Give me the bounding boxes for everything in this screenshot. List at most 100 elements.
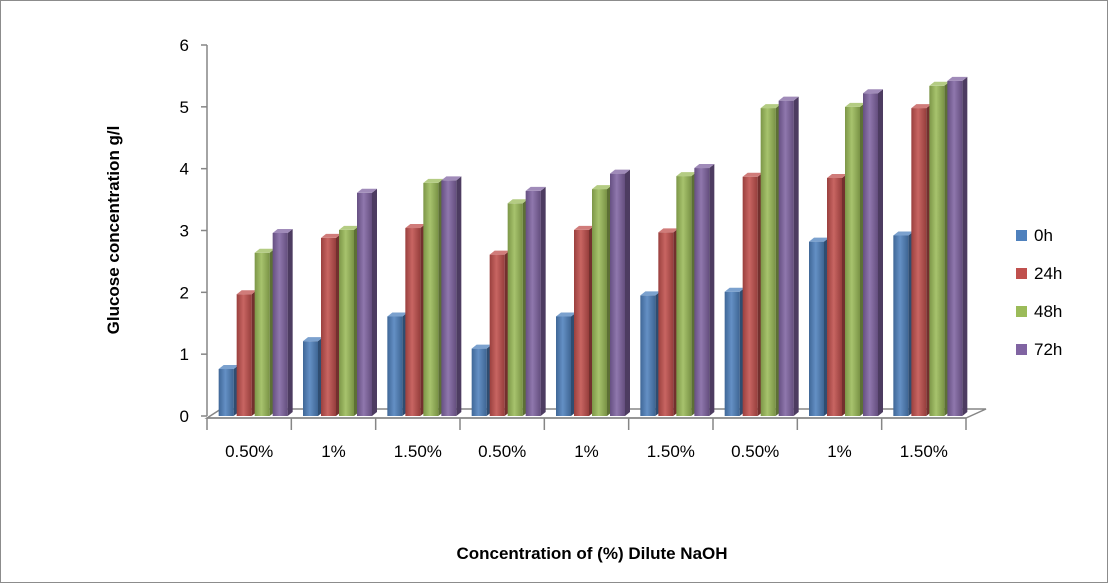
bar-front (911, 108, 927, 416)
bar-top (911, 104, 932, 109)
bar-front (423, 182, 439, 416)
bar-72h-6 (694, 164, 715, 416)
bar-side (878, 89, 883, 416)
y-tick-label: 0 (180, 407, 189, 426)
bar-front (525, 190, 541, 416)
bar-side (793, 96, 799, 417)
bar-top (471, 344, 492, 349)
y-tick-label: 2 (180, 283, 189, 302)
x-axis-title: Concentration of (%) Dilute NaOH (456, 544, 727, 563)
bar-72h-3 (441, 176, 462, 416)
bar-72h-7 (778, 96, 799, 417)
bar-front (236, 294, 252, 416)
bar-front (760, 108, 776, 416)
bar-24h-5 (574, 225, 594, 416)
bar-front (574, 229, 589, 416)
bar-front (321, 237, 336, 416)
bar-front (357, 192, 372, 416)
x-tick-label: 1% (321, 442, 346, 461)
y-tick-label: 4 (180, 160, 189, 179)
bar-front (254, 252, 270, 416)
bar-top (827, 173, 847, 178)
bar-front (827, 177, 842, 416)
bar-front (556, 316, 571, 416)
bar-side (372, 188, 377, 416)
bar-48h-1 (254, 248, 275, 416)
legend: 0h 24h 48h 72h (1016, 226, 1062, 359)
bar-72h-8 (863, 89, 883, 416)
x-tick-label: 1% (574, 442, 599, 461)
bar-top (778, 96, 799, 101)
bar-0h-1 (218, 365, 239, 416)
y-tick-label: 6 (180, 36, 189, 55)
bar-front (387, 316, 403, 416)
bar-0h-8 (809, 237, 829, 416)
bar-24h-1 (236, 290, 257, 416)
y-tick-label: 1 (180, 345, 189, 364)
legend-item-0h: 0h (1016, 226, 1053, 245)
x-tick-label: 0.50% (225, 442, 273, 461)
bar-0h-5 (556, 312, 576, 416)
bar-0h-4 (471, 344, 492, 416)
labels: 0 1 2 3 4 5 6 0.50% 1% 1.50% 0.50% 1% 1.50% 0.50% 1% 1.… (104, 36, 948, 563)
bar-top (339, 225, 359, 230)
bars (218, 76, 968, 417)
bar-front (676, 176, 692, 416)
bar-front (947, 80, 963, 416)
bar-top (525, 186, 546, 191)
bar-top (724, 287, 745, 292)
bar-top (303, 337, 323, 342)
bar-top (218, 365, 239, 370)
bar-front (893, 235, 909, 416)
bar-48h-8 (845, 102, 865, 416)
bar-24h-6 (658, 228, 679, 416)
bar-side (540, 186, 546, 416)
bar-top (947, 76, 968, 81)
bar-0h-6 (640, 291, 661, 416)
bar-0h-9 (893, 231, 914, 416)
x-tick-label: 1% (827, 442, 852, 461)
bar-72h-1 (272, 228, 293, 416)
bar-front (592, 189, 607, 416)
bar-72h-5 (610, 169, 630, 416)
bar-top (658, 228, 679, 233)
bar-top (610, 169, 630, 174)
legend-label: 0h (1034, 226, 1053, 245)
bar-top (809, 237, 829, 242)
x-tick-label: 1.50% (900, 442, 948, 461)
bar-front (658, 232, 674, 416)
bar-front (640, 295, 656, 416)
bar-top (423, 178, 444, 183)
bar-front (742, 176, 758, 416)
bar-top (592, 185, 612, 190)
bar-48h-2 (339, 225, 359, 416)
bar-front (441, 180, 457, 416)
bar-top (574, 225, 594, 230)
bar-24h-4 (489, 250, 510, 416)
bar-front (471, 348, 487, 416)
bar-front (809, 241, 824, 416)
legend-label: 24h (1034, 264, 1062, 283)
bar-24h-8 (827, 173, 847, 416)
bar-top (387, 312, 408, 317)
bar-48h-3 (423, 178, 444, 416)
bar-top (863, 89, 883, 94)
bar-top (254, 248, 275, 253)
legend-item-24h: 24h (1016, 264, 1062, 283)
bar-top (236, 290, 257, 295)
bar-front (272, 232, 288, 416)
bar-front (845, 106, 860, 416)
bar-24h-9 (911, 104, 932, 416)
legend-swatch (1016, 306, 1027, 317)
bar-front (303, 341, 318, 416)
bar-72h-2 (357, 188, 377, 416)
bar-front (778, 100, 794, 417)
bar-top (405, 224, 426, 229)
legend-swatch (1016, 268, 1027, 279)
bar-top (694, 164, 715, 169)
bar-front (489, 254, 505, 416)
legend-swatch (1016, 230, 1027, 241)
bar-front (863, 93, 878, 416)
bar-48h-9 (929, 81, 950, 416)
